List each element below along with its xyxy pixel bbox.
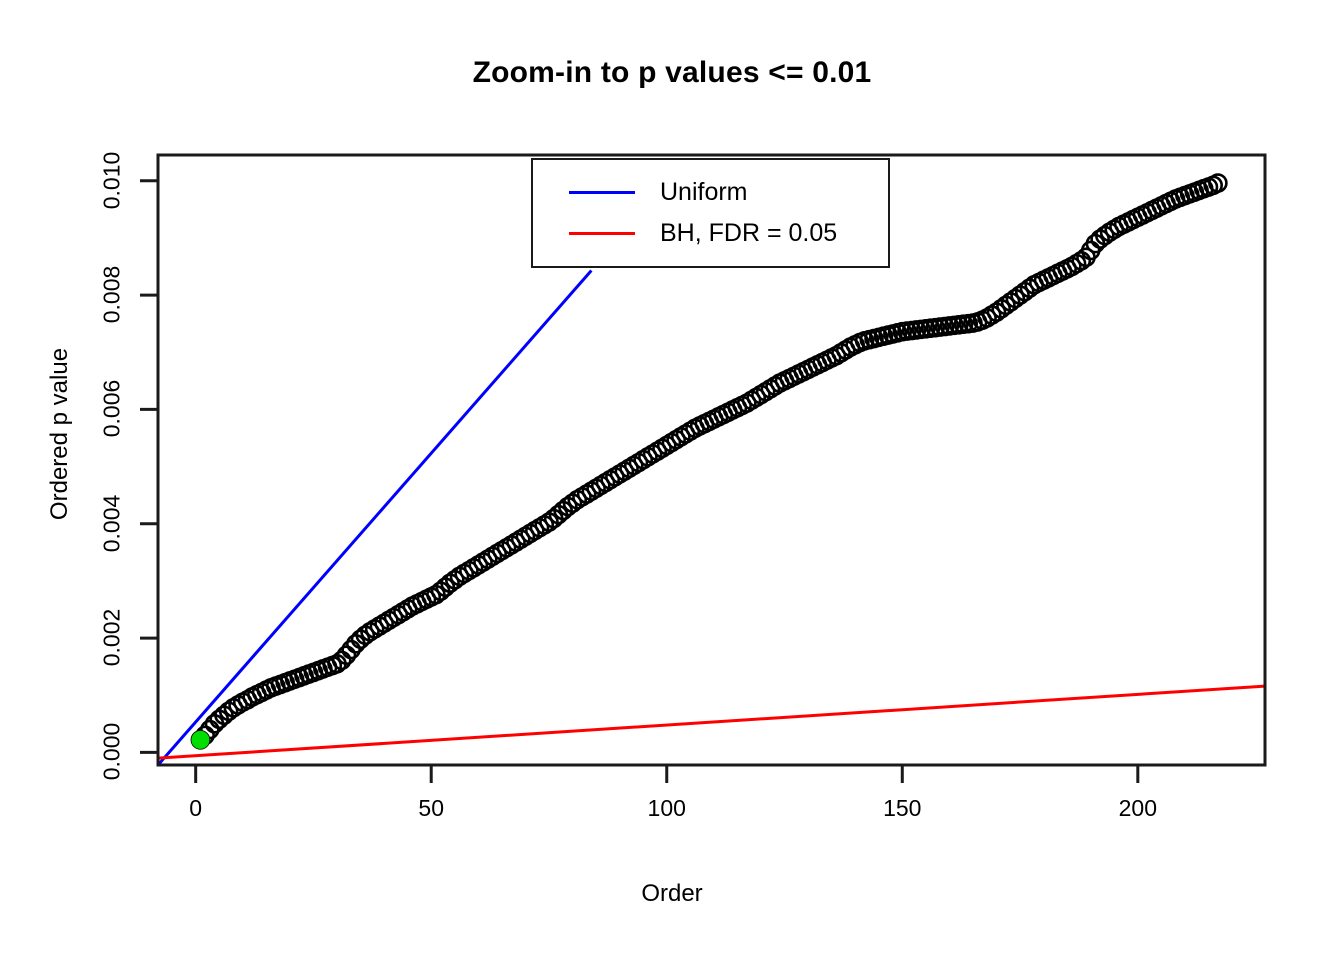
legend-swatch-uniform xyxy=(569,191,635,194)
legend-label-bh: BH, FDR = 0.05 xyxy=(660,219,838,247)
page-title: Zoom-in to p values <= 0.01 xyxy=(472,56,872,89)
plot-frame xyxy=(156,153,1267,767)
x-tick-label: 50 xyxy=(418,795,444,821)
legend-label-uniform: Uniform xyxy=(660,178,748,206)
x-tick-label: 100 xyxy=(647,795,686,821)
x-tick-label: 200 xyxy=(1118,795,1157,821)
y-tick-label: 0.004 xyxy=(98,494,125,553)
y-tick-label: 0.006 xyxy=(98,380,125,438)
legend-item-uniform: Uniform xyxy=(533,174,888,210)
axes-group xyxy=(140,179,1140,783)
y-tick-label: 0.010 xyxy=(98,151,125,209)
x-tick-label: 0 xyxy=(189,795,203,821)
data-points-group xyxy=(190,173,1228,750)
legend-item-bh: BH, FDR = 0.05 xyxy=(533,215,888,251)
y-tick-label: 0.000 xyxy=(98,723,125,781)
x-axis-label: Order xyxy=(641,880,703,907)
y-tick-label: 0.002 xyxy=(98,608,125,667)
y-tick-label: 0.008 xyxy=(98,265,125,324)
x-tick-label: 150 xyxy=(883,795,922,821)
legend-swatch-bh xyxy=(569,232,635,235)
legend: Uniform BH, FDR = 0.05 xyxy=(531,158,890,268)
reference-lines-group xyxy=(156,269,1266,766)
